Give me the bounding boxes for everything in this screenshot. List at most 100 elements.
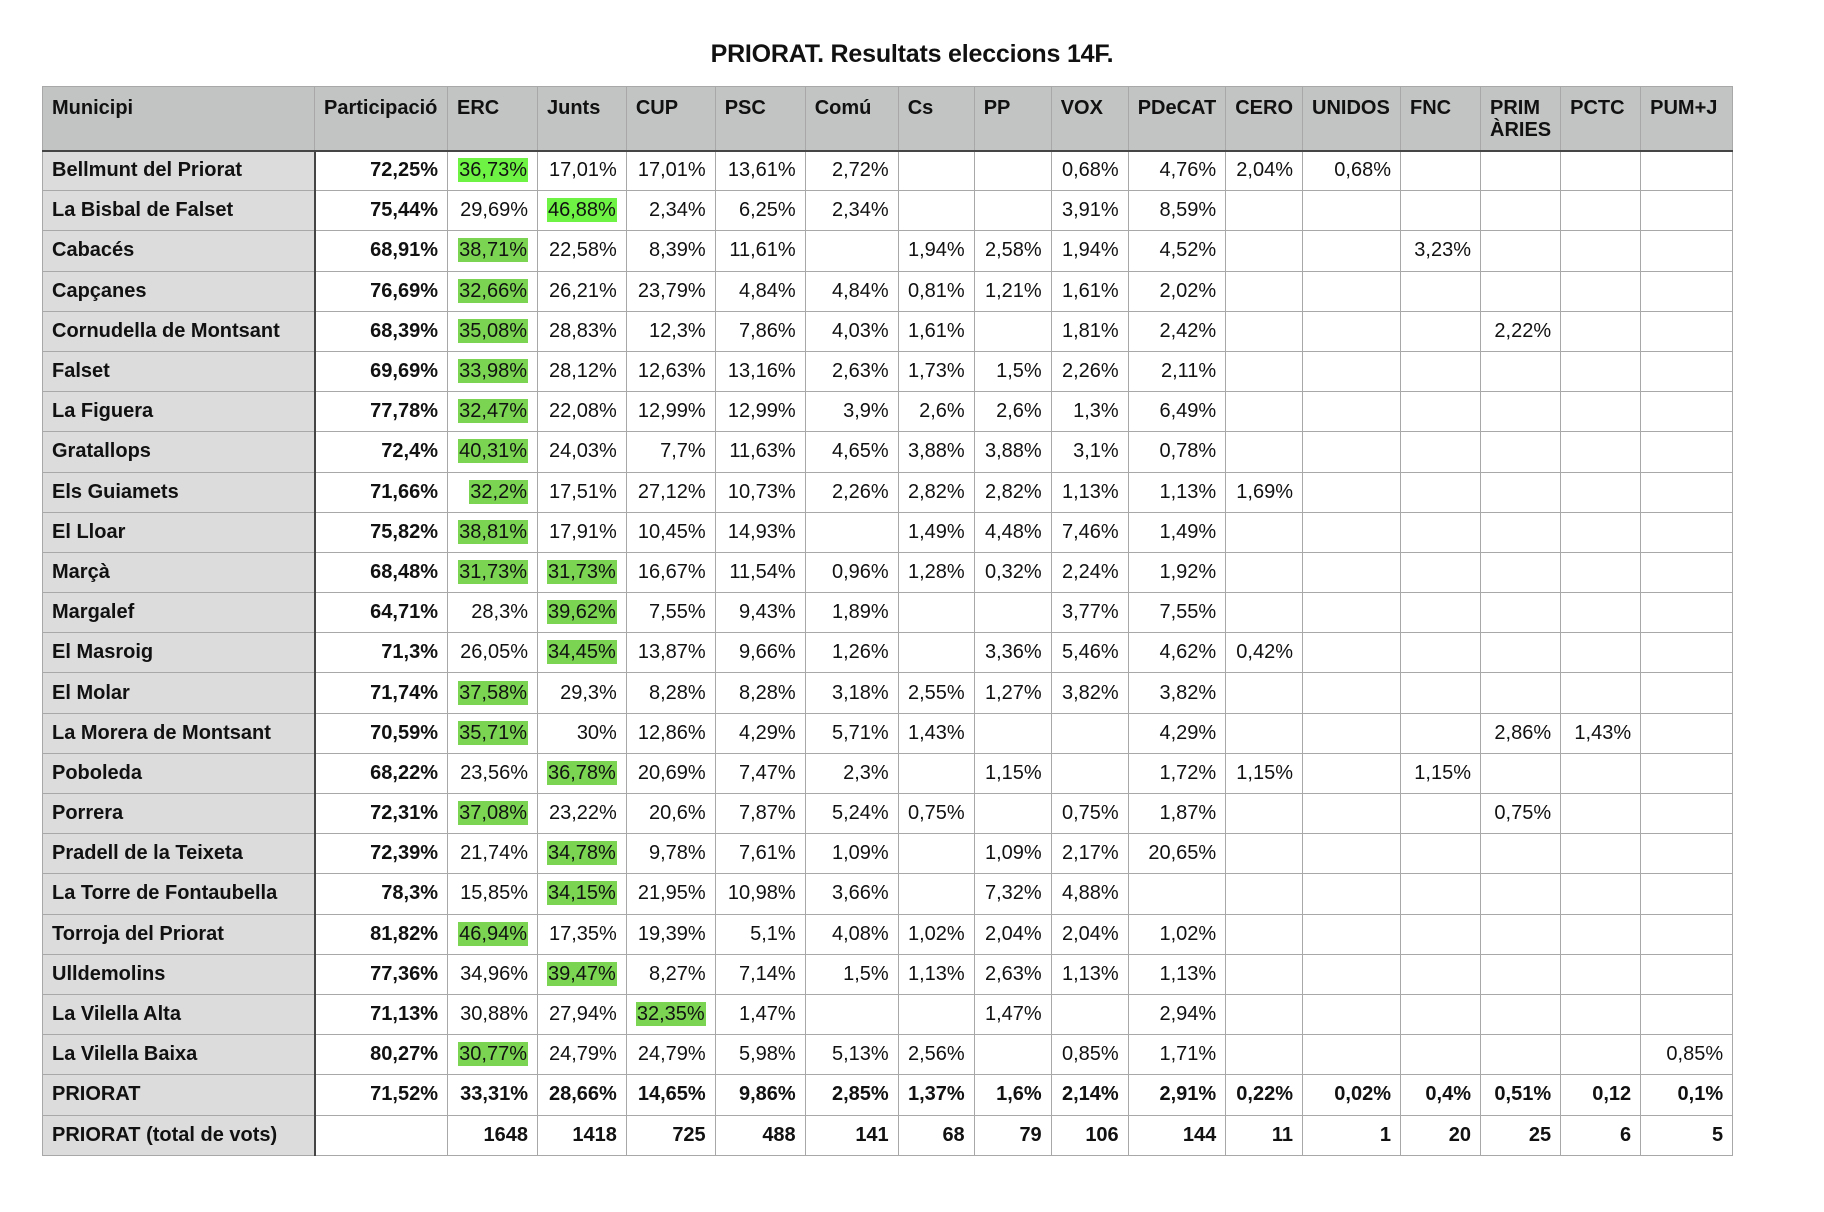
party-result-cell <box>1302 632 1402 674</box>
party-result-cell: 7,46% <box>1050 511 1129 553</box>
cell-value: 144 <box>1182 1123 1217 1146</box>
party-result-cell: 1,13% <box>1050 471 1129 513</box>
party-result-cell <box>897 190 975 232</box>
party-result-cell <box>1480 752 1562 795</box>
party-result-cell <box>1560 391 1642 433</box>
party-result-cell <box>1302 310 1402 352</box>
cell-value: 1,5% <box>843 962 889 985</box>
party-result-cell: 12,99% <box>714 391 806 433</box>
column-header: Municipi <box>42 86 315 152</box>
table-row: Falset 69,69% 33,98% 28,12% 12,63% 13,16% 2,63… <box>42 350 1734 393</box>
cell-value: 28,66% <box>549 1083 617 1106</box>
cell-value: 9,43% <box>738 601 796 624</box>
party-result-cell: 39,47% <box>537 953 627 995</box>
party-result-cell <box>1560 190 1642 232</box>
cell-value: 75,82% <box>370 520 438 543</box>
cell-value: 12,99% <box>637 400 706 423</box>
party-result-cell: 34,45% <box>537 632 627 674</box>
party-result-cell: 34,78% <box>537 833 627 875</box>
municipality-name: Margalef <box>42 592 316 634</box>
cell-value: 5,71% <box>831 721 889 744</box>
party-result-cell: 33,98% <box>447 350 538 393</box>
party-result-cell: 10,98% <box>714 873 806 915</box>
party-result-cell: 1,37% <box>897 1074 975 1116</box>
cell-value: 7,61% <box>738 842 796 865</box>
party-result-cell: 1,02% <box>1127 913 1227 955</box>
cell-value: 1,15% <box>1414 761 1472 784</box>
party-result-cell: 488 <box>714 1114 806 1156</box>
cell-value: 3,23% <box>1414 239 1472 262</box>
column-header: Junts <box>537 86 627 152</box>
municipality-name: Bellmunt del Priorat <box>42 149 316 192</box>
cell-value: 1,13% <box>907 962 965 985</box>
party-result-cell <box>1560 792 1642 835</box>
party-result-cell: 1,43% <box>897 712 975 754</box>
party-result-cell <box>1050 712 1129 754</box>
party-result-cell: 12,86% <box>625 712 716 754</box>
party-result-cell: 4,08% <box>804 913 899 955</box>
table-row: Capçanes 76,69% 32,66% 26,21% 23,79% 4,84% 4,8… <box>42 270 1734 312</box>
table-row: Gratallops 72,4% 40,31% 24,03% 7,7% 11,63% 4,6… <box>42 431 1734 473</box>
cell-value: 1,26% <box>831 641 889 664</box>
party-result-cell <box>1640 712 1734 754</box>
party-result-cell: 1,13% <box>897 953 975 995</box>
party-result-cell: 9,43% <box>714 592 806 634</box>
party-result-cell: 19,39% <box>625 913 716 955</box>
cell-value: 0,96% <box>831 560 889 583</box>
party-result-cell <box>1480 551 1562 594</box>
cell-value: 14,93% <box>727 520 796 543</box>
cell-value: 27,12% <box>637 480 706 503</box>
party-result-cell <box>1400 551 1482 594</box>
header-row: Municipi Participació ERC Junts CUP PSC Comú Cs… <box>42 86 1734 152</box>
cell-value: 2,04% <box>1061 922 1119 945</box>
cell-value: 7,14% <box>738 962 796 985</box>
municipality-name: Falset <box>42 350 316 393</box>
party-result-cell: 0,96% <box>804 551 899 594</box>
party-result-cell <box>1400 993 1482 1036</box>
column-header: PUM+J <box>1640 86 1734 152</box>
winner-highlight: 31,73% <box>458 559 528 584</box>
table-body: Bellmunt del Priorat 72,25% 36,73% 17,01% 17… <box>42 149 1734 1156</box>
party-result-cell: 1,02% <box>897 913 975 955</box>
party-result-cell <box>1560 953 1642 995</box>
party-result-cell: 2,63% <box>804 350 899 393</box>
winner-highlight: 32,47% <box>458 399 528 424</box>
party-result-cell <box>1480 993 1562 1036</box>
party-result-cell <box>1640 592 1734 634</box>
party-result-cell: 27,94% <box>537 993 627 1036</box>
party-result-cell: 0,4% <box>1400 1074 1482 1116</box>
party-result-cell: 1,69% <box>1225 471 1304 513</box>
party-result-cell <box>1480 672 1562 714</box>
party-result-cell <box>897 833 975 875</box>
cell-value: 2,3% <box>843 761 889 784</box>
party-result-cell: 8,59% <box>1127 190 1227 232</box>
cell-value: 2,55% <box>907 681 965 704</box>
party-result-cell: 0,51% <box>1480 1074 1562 1116</box>
party-result-cell: 24,03% <box>537 431 627 473</box>
cell-value: 0,4% <box>1425 1083 1472 1106</box>
party-result-cell <box>1400 310 1482 352</box>
municipality-name: La Vilella Baixa <box>42 1034 316 1076</box>
party-result-cell: 1,87% <box>1127 792 1227 835</box>
party-result-cell: 34,96% <box>447 953 538 995</box>
cell-value: 1,94% <box>907 239 965 262</box>
municipality-name: Pradell de la Teixeta <box>42 833 316 875</box>
party-result-cell: 3,88% <box>897 431 975 473</box>
cell-value: 12,63% <box>637 360 706 383</box>
party-result-cell <box>1640 350 1734 393</box>
party-result-cell: 2,55% <box>897 672 975 714</box>
cell-value: 26,21% <box>549 279 617 302</box>
party-result-cell: 0,75% <box>1050 792 1129 835</box>
party-result-cell: 5,13% <box>804 1034 899 1076</box>
party-result-cell: 32,47% <box>447 391 538 433</box>
party-result-cell <box>1225 1034 1304 1076</box>
winner-highlight: 37,08% <box>458 801 528 826</box>
party-result-cell: 2,58% <box>973 230 1052 272</box>
cell-value: 0,85% <box>1666 1043 1724 1066</box>
party-result-cell: 1,27% <box>973 672 1052 714</box>
cell-value: 2,82% <box>907 480 965 503</box>
party-result-cell: 2,42% <box>1127 310 1227 352</box>
party-result-cell: 0,22% <box>1225 1074 1304 1116</box>
party-result-cell: 32,35% <box>625 993 716 1036</box>
municipality-name: Capçanes <box>42 270 316 312</box>
